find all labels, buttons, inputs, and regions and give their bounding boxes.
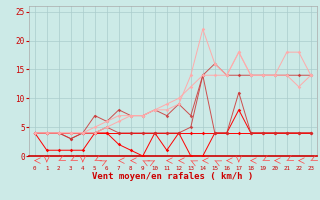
X-axis label: Vent moyen/en rafales ( km/h ): Vent moyen/en rafales ( km/h ) [92, 172, 253, 181]
